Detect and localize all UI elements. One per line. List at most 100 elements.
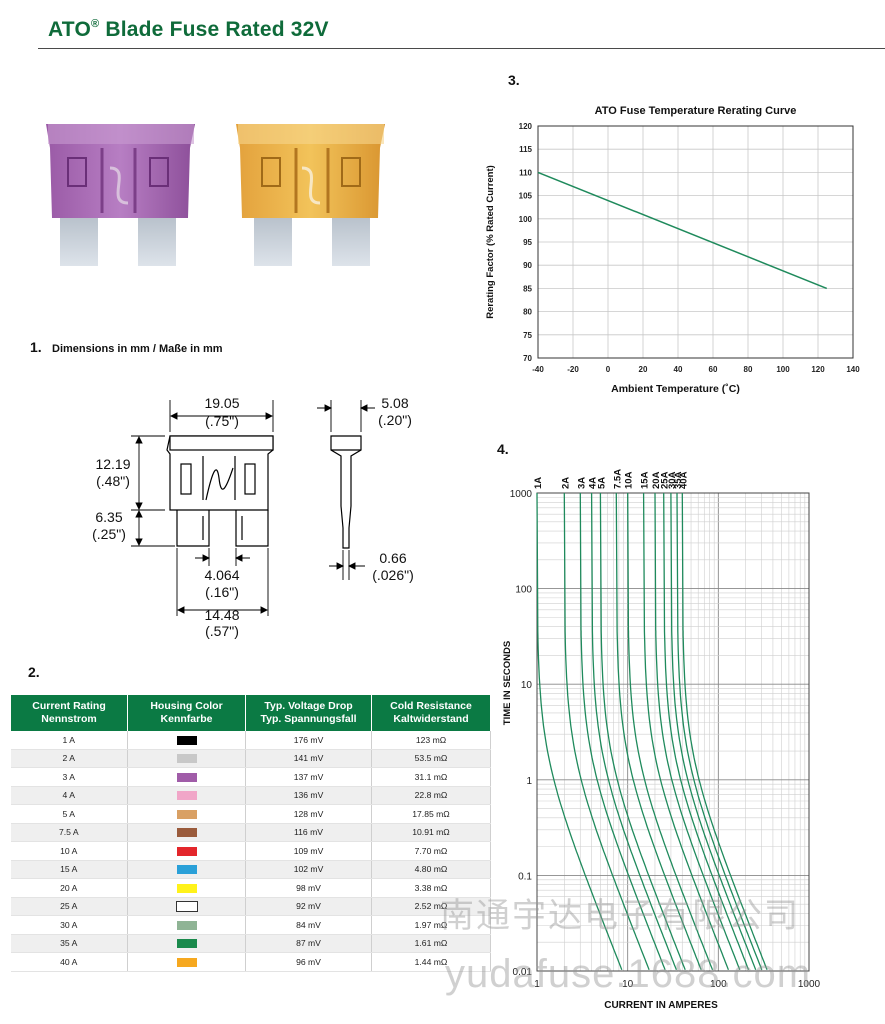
color-swatch bbox=[176, 939, 197, 949]
cell-cold-resistance: 10.91 mΩ bbox=[371, 823, 491, 842]
cell-voltage-drop: 116 mV bbox=[245, 823, 372, 842]
cell-rating: 15 A bbox=[10, 860, 128, 879]
y-tick-label: 90 bbox=[523, 261, 532, 270]
cell-voltage-drop: 102 mV bbox=[245, 860, 372, 879]
color-swatch bbox=[176, 791, 197, 801]
x-tick-label: -20 bbox=[567, 365, 579, 374]
cell-cold-resistance: 1.97 mΩ bbox=[371, 915, 491, 935]
x-tick-label: 1000 bbox=[798, 979, 821, 990]
curve-35A bbox=[676, 492, 763, 971]
curve-10A bbox=[627, 492, 714, 971]
cell-voltage-drop: 87 mV bbox=[245, 934, 372, 953]
rerating-line bbox=[537, 171, 828, 290]
cell-voltage-drop: 92 mV bbox=[245, 897, 372, 916]
cell-rating: 2 A bbox=[10, 749, 128, 768]
table-row: 3 A 137 mV 31.1 mΩ bbox=[10, 767, 491, 787]
dim-blade-gap-in: (.16") bbox=[205, 584, 239, 600]
curve-30A bbox=[670, 492, 757, 971]
cell-rating: 1 A bbox=[10, 731, 128, 750]
color-swatch bbox=[176, 772, 197, 782]
series-label: 2A bbox=[560, 477, 571, 489]
rerating-chart-title: ATO Fuse Temperature Rerating Curve bbox=[595, 105, 797, 117]
x-tick-label: 60 bbox=[709, 365, 718, 374]
y-tick-label: 120 bbox=[519, 122, 533, 131]
curve-20A bbox=[654, 492, 741, 971]
section-1-number: 1. bbox=[30, 339, 42, 355]
cell-cold-resistance: 7.70 mΩ bbox=[371, 841, 491, 861]
y-tick-label: 0.01 bbox=[513, 967, 533, 978]
cell-rating: 4 A bbox=[10, 786, 128, 805]
table-row: 2 A 141 mV 53.5 mΩ bbox=[10, 749, 491, 768]
cell-color bbox=[127, 804, 246, 824]
x-tick-label: 100 bbox=[710, 979, 727, 990]
dim-blade-thickness-mm: 0.66 bbox=[379, 550, 406, 566]
page-title: ATO® Blade Fuse Rated 32V bbox=[48, 18, 329, 41]
x-tick-label: 0 bbox=[606, 365, 611, 374]
series-label: 5A bbox=[596, 477, 607, 489]
x-tick-label: 1 bbox=[534, 979, 540, 990]
y-tick-label: 100 bbox=[515, 585, 532, 596]
x-tick-label: -40 bbox=[532, 365, 544, 374]
x-tick-label: 10 bbox=[622, 979, 634, 990]
dimension-drawing: 19.05 (.75") 5.08 (.20") 12.19 (.48") 6.… bbox=[92, 395, 414, 639]
cell-color bbox=[127, 731, 246, 750]
curve-5A bbox=[599, 492, 686, 971]
series-label: 3A bbox=[576, 477, 587, 489]
cell-voltage-drop: 141 mV bbox=[245, 749, 372, 768]
series-label: 25A bbox=[660, 471, 671, 489]
header-housing-color: Housing Color Kennfarbe bbox=[127, 695, 246, 731]
cell-cold-resistance: 4.80 mΩ bbox=[371, 860, 491, 879]
curve-1A bbox=[536, 492, 623, 971]
color-swatch bbox=[176, 735, 197, 745]
series-label: 7.5A bbox=[612, 469, 623, 489]
color-swatch bbox=[176, 846, 197, 856]
dim-blade-thickness-in: (.026") bbox=[372, 567, 414, 583]
cell-cold-resistance: 3.38 mΩ bbox=[371, 878, 491, 898]
cell-cold-resistance: 17.85 mΩ bbox=[371, 804, 491, 824]
table-header-row: Current Rating Nennstrom Housing Color Ken… bbox=[10, 695, 491, 731]
series-label: 20A bbox=[651, 471, 662, 489]
orange-fuse-image bbox=[236, 124, 385, 266]
header-current-rating: Current Rating Nennstrom bbox=[10, 695, 128, 731]
y-tick-label: 115 bbox=[519, 145, 532, 154]
table-row: 35 A 87 mV 1.61 mΩ bbox=[10, 934, 491, 953]
cell-rating: 5 A bbox=[10, 804, 128, 824]
cell-voltage-drop: 84 mV bbox=[245, 915, 372, 935]
dim-depth-mm: 5.08 bbox=[381, 395, 408, 411]
fuse-photos bbox=[46, 124, 385, 266]
curve-40A bbox=[681, 492, 768, 971]
cell-color bbox=[127, 915, 246, 935]
x-tick-label: 120 bbox=[811, 365, 825, 374]
y-tick-label: 10 bbox=[521, 680, 533, 691]
header-cold-resistance: Cold Resistance Kaltwiderstand bbox=[371, 695, 491, 731]
x-axis-label: CURRENT IN AMPERES bbox=[604, 1000, 718, 1011]
table-row: 15 A 102 mV 4.80 mΩ bbox=[10, 860, 491, 879]
x-tick-label: 20 bbox=[639, 365, 648, 374]
dim-blade-height-in: (.25") bbox=[92, 526, 126, 542]
watermark-cn: 南通宇达电子有限公司 bbox=[440, 897, 800, 935]
dim-body-height-mm: 12.19 bbox=[95, 456, 130, 472]
dim-blade-span-in: (.57") bbox=[205, 623, 239, 639]
cell-voltage-drop: 98 mV bbox=[245, 878, 372, 898]
cell-rating: 10 A bbox=[10, 841, 128, 861]
y-tick-label: 75 bbox=[523, 331, 532, 340]
title-divider bbox=[38, 48, 885, 49]
cell-rating: 25 A bbox=[10, 897, 128, 916]
color-swatch bbox=[176, 809, 197, 819]
dim-blade-gap-mm: 4.064 bbox=[204, 567, 239, 583]
section-4-number: 4. bbox=[497, 441, 509, 457]
y-tick-label: 110 bbox=[519, 168, 532, 177]
x-tick-label: 40 bbox=[674, 365, 683, 374]
time-current-chart: 1 10 100 1000 0.01 0.1 1 10 100 1000 CURRENT IN AM… bbox=[502, 469, 821, 1011]
cell-voltage-drop: 109 mV bbox=[245, 841, 372, 861]
x-tick-label: 80 bbox=[744, 365, 753, 374]
cell-color bbox=[127, 860, 246, 879]
plot-frame bbox=[537, 125, 854, 359]
cell-cold-resistance: 1.44 mΩ bbox=[371, 952, 491, 972]
table-row: 4 A 136 mV 22.8 mΩ bbox=[10, 786, 491, 805]
table-row: 10 A 109 mV 7.70 mΩ bbox=[10, 841, 491, 861]
y-axis-label: Rerating Factor (% Rated Current) bbox=[485, 165, 496, 319]
cell-rating: 7.5 A bbox=[10, 823, 128, 842]
curve-7.5A bbox=[615, 492, 702, 971]
cell-cold-resistance: 1.61 mΩ bbox=[371, 934, 491, 953]
